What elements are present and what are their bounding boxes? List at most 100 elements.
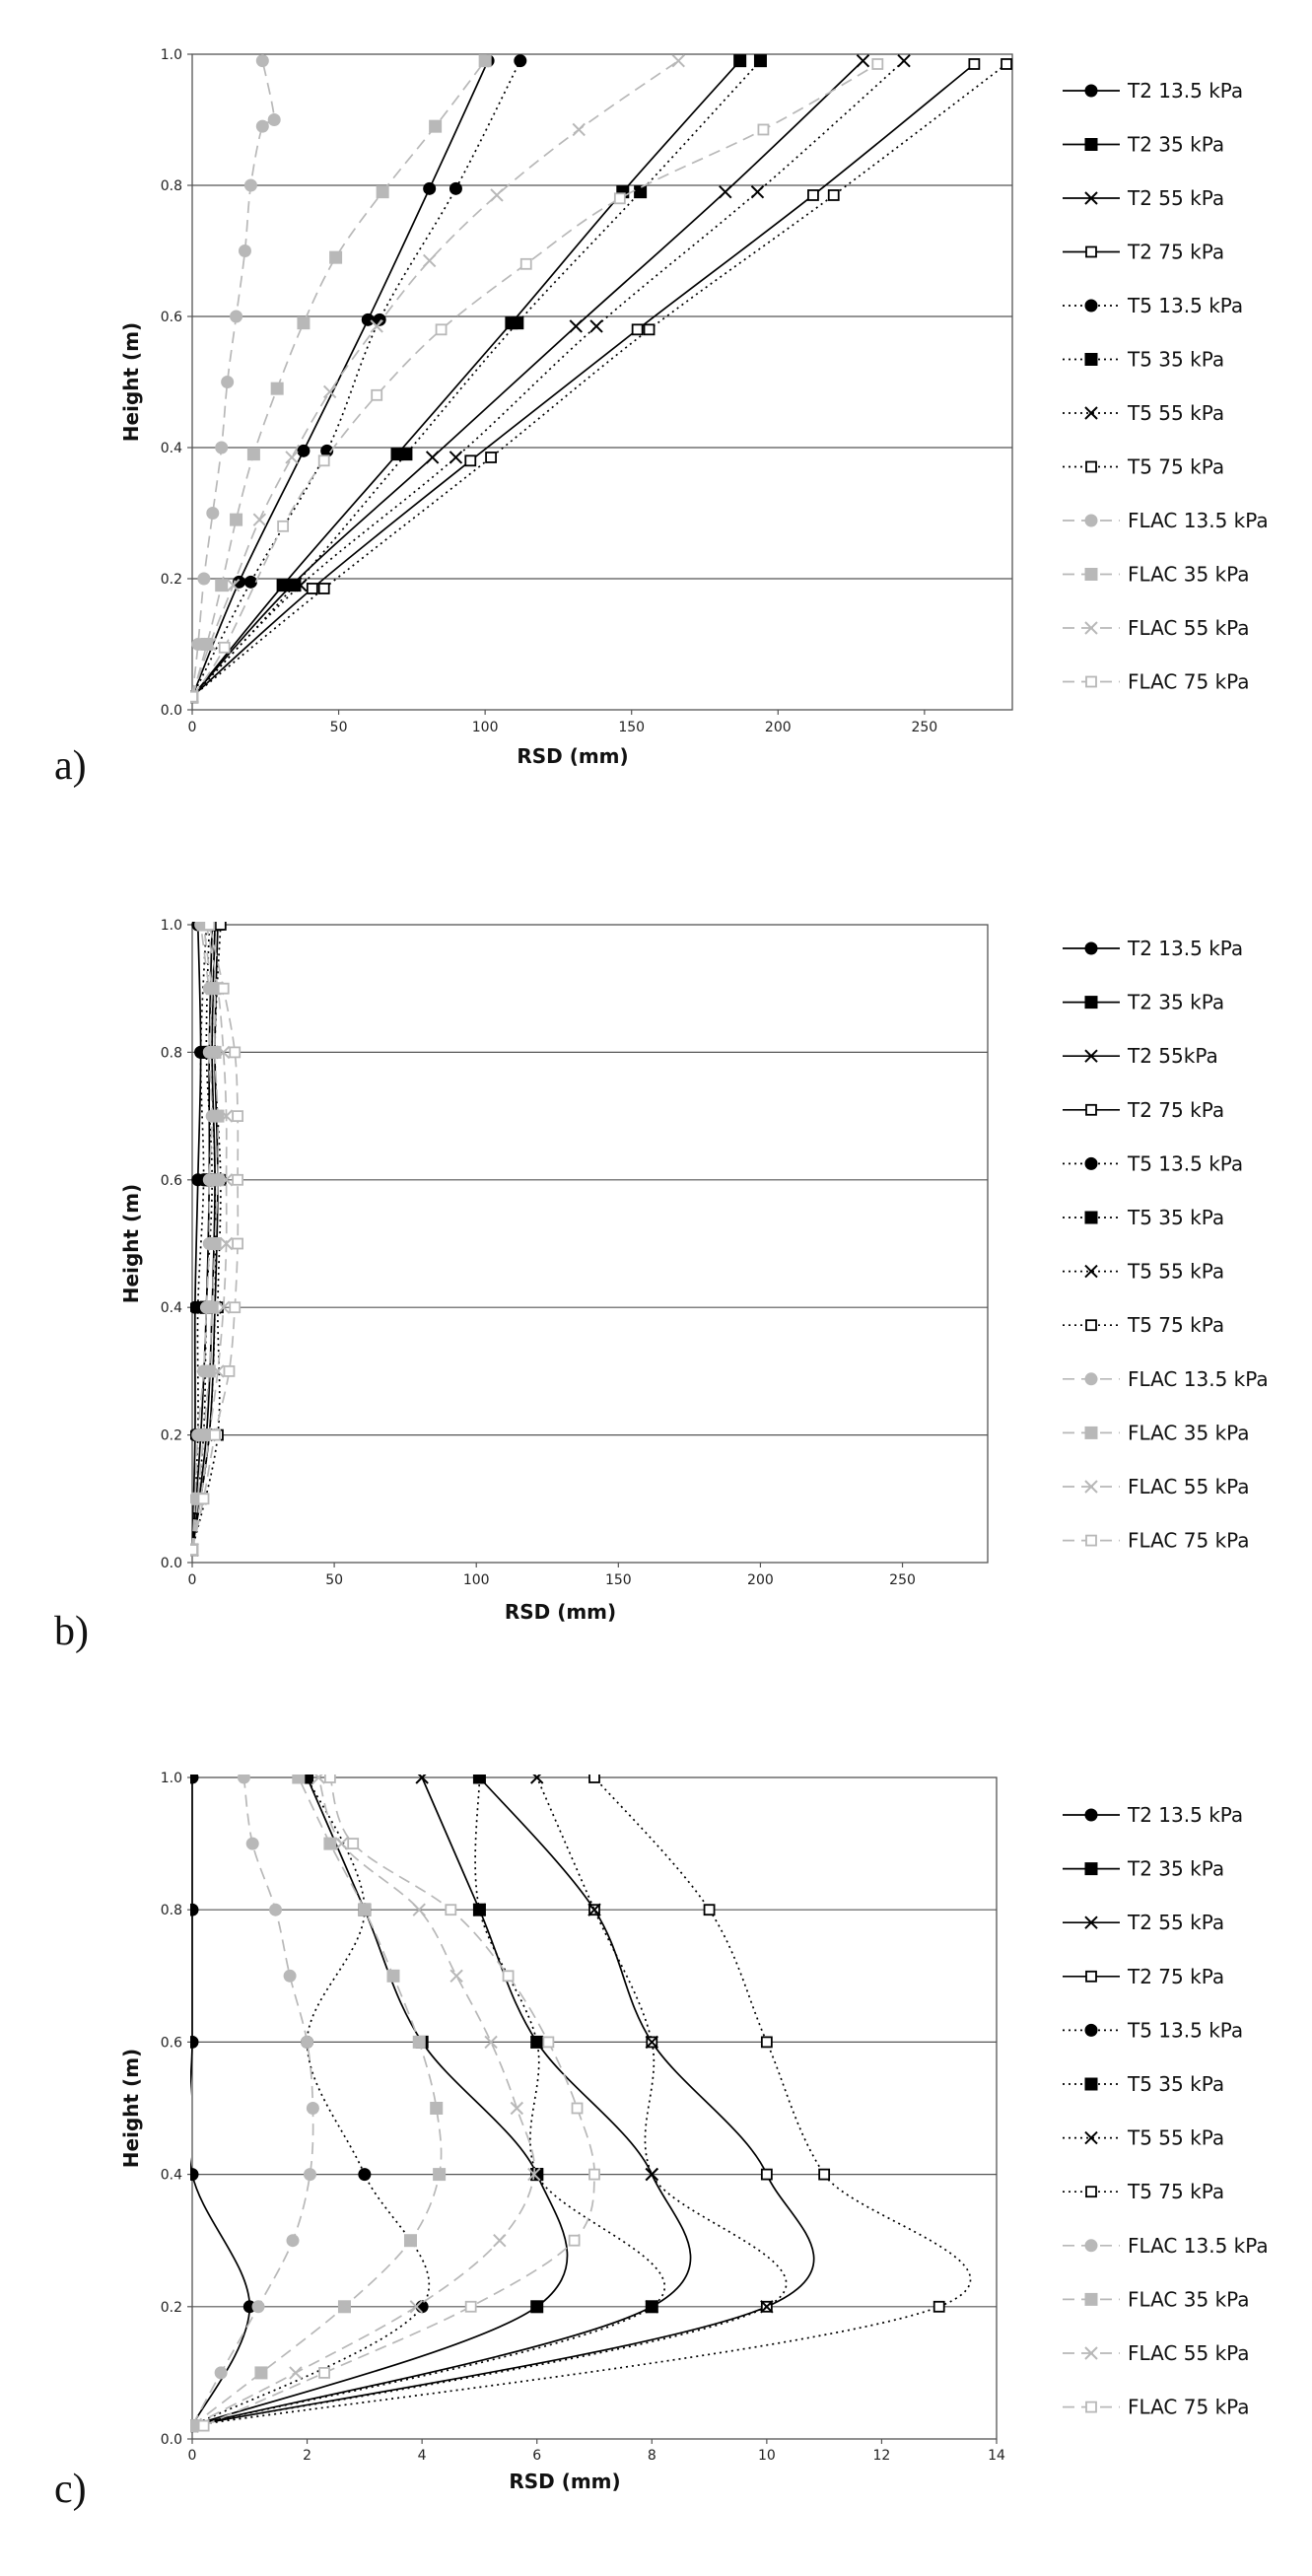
data-point [484,2035,498,2050]
data-point [530,1775,544,1784]
series-line [191,60,521,698]
data-point [230,310,243,323]
legend-item: T2 75 kPa [1063,1965,1224,1988]
data-point [238,244,251,257]
legend-item: T5 55 kPa [1063,401,1224,425]
data-point [412,1903,426,1916]
series-line [191,59,679,697]
legend-marker [1085,1319,1097,1332]
data-point [589,319,603,333]
data-point [301,2035,314,2049]
data-point [197,1493,210,1505]
data-point [190,1903,199,1916]
data-point [493,2233,507,2248]
legend-marker [1085,2401,1097,2413]
legend-label: FLAC 75 kPa [1128,2396,1250,2419]
legend-item: T5 35 kPa [1063,1206,1224,1229]
data-point [510,2101,524,2116]
data-point [519,257,532,270]
series-10 [190,1775,541,2433]
legend-label: T2 55 kPa [1127,1911,1224,1934]
data-point [464,2300,477,2313]
legend-item: T2 13.5 kPa [1063,1803,1243,1827]
data-point [197,572,211,586]
data-point [218,641,231,654]
legend-label: T5 35 kPa [1127,1206,1224,1229]
data-point [968,58,981,70]
y-tick-label: 0.0 [161,1556,182,1571]
series-11 [190,58,884,703]
chart-a: 0.0 0.2 0.4 0.6 0.8 1.0 0 50 100 150 200 250 RSD (mm… [54,47,1269,789]
y-tick-label: 0.4 [161,1300,182,1316]
data-point [645,2167,658,2182]
data-point [190,1775,199,1784]
data-point [511,316,524,330]
legend-marker [1084,2239,1098,2253]
legend-label: T5 55 kPa [1127,1260,1224,1284]
data-point [613,192,626,205]
data-point [323,1837,337,1850]
data-point [219,1109,234,1123]
data-point [270,382,284,395]
y-tick-label: 0.6 [161,2035,182,2051]
data-point [311,1775,325,1784]
legend-label: FLAC 13.5 kPa [1128,2234,1269,2258]
data-point [246,448,260,461]
data-point [514,54,527,68]
data-point [206,507,220,520]
data-point [371,388,383,401]
legend-marker [1084,514,1098,527]
legend-item: T2 13.5 kPa [1063,79,1243,103]
data-point [530,2035,544,2049]
data-point [243,178,257,192]
legend-marker [1085,245,1097,258]
data-point [209,1428,221,1441]
legend-marker [1084,1049,1098,1063]
data-point [255,54,269,68]
legend-item: T5 55 kPa [1063,1260,1224,1284]
legend-marker [1084,996,1098,1010]
x-tick-label: 150 [618,720,645,735]
series-line [203,1776,595,2427]
legend-item: FLAC 75 kPa [1063,2396,1250,2419]
data-point [399,448,413,461]
data-point [294,578,308,592]
legend-marker [1084,1426,1098,1439]
legend-label: T5 75 kPa [1127,1313,1224,1337]
legend-label: T5 35 kPa [1127,2072,1224,2096]
data-point [645,2300,658,2314]
data-point [269,1903,283,1916]
legend-label: T5 13.5 kPa [1127,294,1243,317]
legend-label: T5 75 kPa [1127,455,1224,479]
legend-marker [1084,1808,1098,1822]
data-point [871,58,884,70]
data-point [215,579,229,592]
x-tick-label: 0 [188,2448,197,2464]
legend-label: FLAC 75 kPa [1128,1529,1250,1553]
data-point [216,1300,231,1314]
data-point [211,1173,225,1187]
x-tick-label: 50 [325,1572,343,1588]
data-point [203,637,217,652]
legend-label: T2 13.5 kPa [1127,79,1243,103]
data-point [285,451,299,464]
data-point [435,323,448,336]
data-point [757,123,770,136]
y-tick-label: 0.8 [161,1903,182,1918]
y-tick-label: 0.8 [161,178,182,194]
data-point [818,2168,831,2181]
y-tick-label: 0.4 [161,441,182,456]
legend-item: FLAC 13.5 kPa [1063,2234,1269,2258]
data-point [807,189,819,201]
data-point [425,451,440,464]
legend-label: FLAC 35 kPa [1128,1421,1250,1444]
data-point [297,444,311,457]
legend-item: T5 55 kPa [1063,2126,1224,2150]
data-point [932,2300,945,2313]
data-point [190,2418,199,2433]
data-point [643,323,656,336]
x-tick-label: 250 [911,720,937,735]
legend-marker [1085,1534,1097,1547]
data-point [221,376,235,388]
series-line [191,63,1007,698]
